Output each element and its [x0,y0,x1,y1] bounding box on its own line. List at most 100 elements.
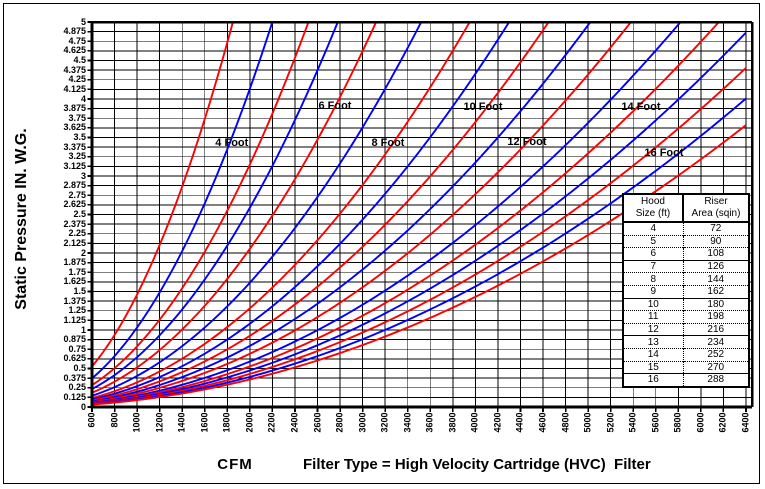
x-tick-label: 1200 [154,412,165,433]
x-tick-label: 3000 [357,412,368,433]
table-header-riser-area: Riser Area (sqin) [682,194,749,223]
curve-12-foot [92,22,550,402]
y-tick-label: 3.125 [63,160,86,171]
x-tick-label: 4000 [469,412,480,433]
y-tick-label: 0.875 [63,334,86,345]
table-row: 16 288 [623,373,749,387]
x-tick-label: 5800 [672,412,683,433]
y-tick-label: 4.25 [68,74,86,85]
y-tick-label: 0.625 [63,353,86,364]
y-tick-label: 0.75 [68,343,86,354]
y-tick-label: 2.25 [68,228,86,239]
table-row: 15 270 [623,360,749,374]
curve-unlabeled-17 [92,31,747,405]
curve-11-foot [92,22,510,401]
hood-size-cell: 15 [623,360,683,374]
y-tick-label: 5 [80,16,86,27]
riser-area-cell: 108 [682,247,749,261]
x-tick-label: 6200 [717,412,728,433]
y-tick-label: 1.375 [63,295,86,306]
table-row: 9 162 [623,284,749,299]
x-tick-label: 2400 [289,412,300,433]
curve-7-foot [92,22,339,390]
curve-label-10-foot: 10 Foot [463,100,503,113]
curve-label-12-foot: 12 Foot [507,136,547,149]
y-tick-label: 1.5 [73,286,86,296]
curve-label-4-foot: 4 Foot [215,136,249,149]
y-tick-label: 2.75 [68,189,86,200]
x-tick-label: 1400 [176,412,187,433]
y-tick-label: 2.625 [63,199,86,210]
y-tick-label: 3 [80,170,86,181]
table-row: 6 108 [623,247,749,261]
y-tick-label: 3.5 [73,132,86,142]
hood-size-cell: 5 [623,234,683,248]
y-tick-label: 3.75 [68,112,86,123]
table-row: 11 198 [623,310,749,324]
y-tick-label: 4.5 [73,55,86,65]
x-tick-label: 1800 [221,412,232,433]
hood-size-cell: 4 [623,222,683,236]
curve-unlabeled-19 [92,97,747,406]
curve-label-14-foot: 14 Foot [621,100,661,113]
y-tick-label: 1.875 [63,257,86,268]
y-tick-label: 4.125 [63,83,86,94]
x-tick-label: 2800 [334,412,345,433]
plot-border [90,20,754,409]
y-tick-label: 0.125 [63,391,86,402]
x-axis-title: CFM [217,456,253,473]
table-row: 10 180 [623,297,749,311]
riser-area-cell: 72 [682,222,749,236]
curve-13-foot [92,22,592,403]
x-tick-label: 5200 [605,412,616,433]
x-tick-label: 5000 [582,412,593,433]
hood-size-cell: 12 [623,322,683,336]
hood-size-cell: 10 [623,297,683,311]
x-tick-label: 3800 [447,412,458,433]
table-row: 5 90 [623,234,749,248]
curve-10-foot [92,22,471,400]
hood-size-cell: 13 [623,335,683,349]
riser-area-cell: 162 [682,284,749,299]
riser-area-cell: 234 [682,335,749,349]
y-tick-label: 4.75 [68,35,86,46]
y-tick-label: 1.25 [68,305,86,316]
x-tick-label: 3600 [424,412,435,433]
curve-14-foot [92,22,632,404]
bottom-axis-row: CFM Filter Type = High Velocity Cartridg… [0,456,765,476]
curves [92,22,747,406]
table-row: 12 216 [623,322,749,336]
y-tick-label: 3.375 [63,141,86,152]
hood-size-cell: 6 [623,247,683,261]
riser-area-cell: 144 [682,272,749,286]
y-tick-label: 1.125 [63,314,86,325]
filter-type-note: Filter Type = High Velocity Cartridge (H… [303,456,651,473]
table-row: 8 144 [623,272,749,286]
x-tick-label: 1000 [131,412,142,433]
table-row: 13 234 [623,335,749,349]
hood-riser-table-grid: Hood Size (ft) Riser Area (sqin) 4 72 5 90 6… [622,193,750,388]
table-header-row: Hood Size (ft) Riser Area (sqin) [623,194,749,223]
x-tick-label: 4200 [492,412,503,433]
curve-15-foot [92,22,682,404]
x-tick-label: 600 [86,412,97,428]
curve-label-16-foot: 16 Foot [644,146,684,159]
riser-area-cell: 180 [682,297,749,311]
x-tick-label: 2200 [266,412,277,433]
y-tick-label: 0.375 [63,372,86,383]
curve-5-foot [92,22,274,380]
hood-size-cell: 14 [623,347,683,362]
y-axis-title: Static Pressure IN. W.G. [13,128,30,310]
riser-area-cell: 288 [682,373,749,387]
table-row: 4 72 [623,222,749,236]
riser-area-cell: 252 [682,347,749,362]
x-tick-label: 3400 [402,412,413,433]
riser-area-cell: 90 [682,234,749,248]
y-tick-label: 3.625 [63,122,86,133]
riser-area-cell: 198 [682,310,749,324]
x-tick-label: 5400 [627,412,638,433]
table-header-hood-size: Hood Size (ft) [623,194,683,223]
y-tick-label: 0.5 [73,363,86,373]
